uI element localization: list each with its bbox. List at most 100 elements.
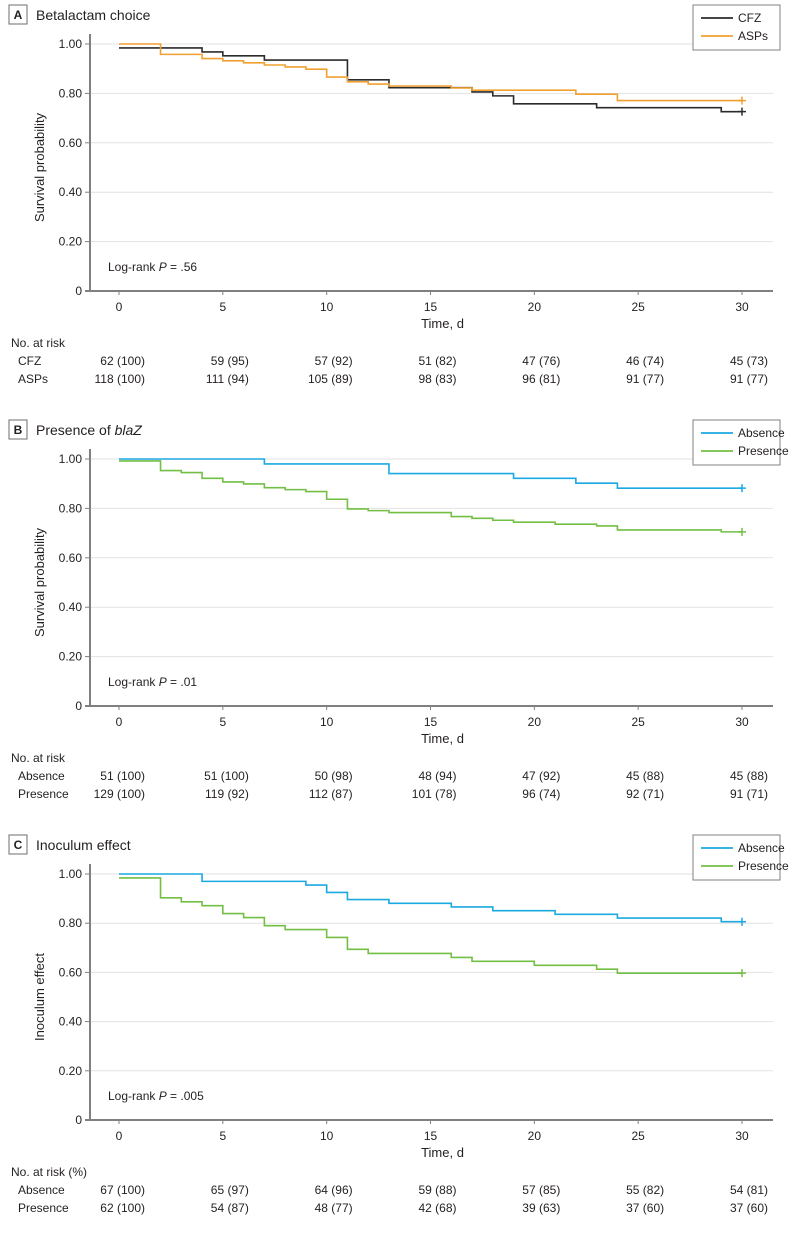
risk-cell: 39 (63) [522, 1201, 560, 1215]
risk-table-header: No. at risk [11, 751, 66, 765]
panel-letter: B [14, 423, 23, 437]
risk-cell: 57 (92) [315, 354, 353, 368]
legend [692, 419, 781, 466]
risk-row-label: Presence [18, 1201, 69, 1215]
x-tick-label: 30 [735, 715, 749, 729]
risk-cell: 112 (87) [309, 787, 353, 801]
risk-cell: 119 (92) [205, 787, 249, 801]
censor-mark [738, 917, 746, 926]
risk-cell: 50 (98) [315, 769, 353, 783]
log-rank-annotation: Log-rank P = .01 [108, 675, 197, 689]
risk-cell: 92 (71) [626, 787, 664, 801]
km-curve-presence [119, 877, 742, 974]
risk-cell: 51 (100) [204, 769, 249, 783]
x-tick-label: 0 [116, 715, 123, 729]
risk-cell: 54 (87) [211, 1201, 249, 1215]
y-tick-label: 1.00 [59, 37, 83, 51]
risk-cell: 91 (77) [730, 372, 768, 386]
log-rank-p: P [159, 260, 167, 274]
y-axis-title: Survival probability [32, 527, 47, 637]
risk-cell: 62 (100) [100, 1201, 145, 1215]
x-axis-title: Time, d [421, 1145, 464, 1160]
y-tick-label: 0.40 [59, 600, 83, 614]
risk-row-label: ASPs [18, 372, 48, 386]
y-tick-label: 0 [75, 1113, 82, 1127]
panel-letter: A [14, 8, 23, 22]
risk-cell: 57 (85) [522, 1183, 560, 1197]
legend-label-absence: Absence [738, 841, 785, 855]
panel-title-italic: blaZ [115, 422, 143, 438]
risk-cell: 51 (82) [418, 354, 456, 368]
x-tick-label: 5 [219, 715, 226, 729]
risk-cell: 91 (77) [626, 372, 664, 386]
y-tick-label: 0.60 [59, 965, 83, 979]
x-tick-label: 0 [116, 1129, 123, 1143]
x-tick-label: 25 [631, 1129, 645, 1143]
risk-cell: 64 (96) [315, 1183, 353, 1197]
risk-cell: 62 (100) [100, 354, 145, 368]
censor-mark [738, 96, 746, 105]
risk-cell: 45 (88) [730, 769, 768, 783]
risk-row-label: Absence [18, 769, 65, 783]
risk-cell: 129 (100) [94, 787, 145, 801]
x-tick-label: 5 [219, 1129, 226, 1143]
risk-cell: 96 (81) [522, 372, 560, 386]
risk-cell: 46 (74) [626, 354, 664, 368]
legend-label-cfz: CFZ [738, 11, 761, 25]
log-rank-annotation: Log-rank P = .005 [108, 1089, 204, 1103]
censor-mark [738, 527, 746, 536]
x-tick-label: 30 [735, 1129, 749, 1143]
x-tick-label: 5 [219, 300, 226, 314]
risk-cell: 105 (89) [308, 372, 353, 386]
x-tick-label: 20 [528, 300, 542, 314]
panel-letter-box [8, 4, 28, 25]
risk-cell: 101 (78) [412, 787, 457, 801]
y-tick-label: 0 [75, 699, 82, 713]
x-tick-label: 10 [320, 1129, 334, 1143]
panel-letter-box [8, 834, 28, 855]
km-curve-cfz [119, 47, 742, 113]
y-tick-label: 1.00 [59, 867, 83, 881]
risk-cell: 54 (81) [730, 1183, 768, 1197]
legend [692, 4, 781, 51]
x-axis-title: Time, d [421, 731, 464, 746]
risk-cell: 91 (71) [730, 787, 768, 801]
risk-cell: 45 (73) [730, 354, 768, 368]
risk-cell: 51 (100) [100, 769, 145, 783]
risk-cell: 37 (60) [730, 1201, 768, 1215]
risk-cell: 96 (74) [522, 787, 560, 801]
x-tick-label: 15 [424, 715, 438, 729]
risk-row-label: Absence [18, 1183, 65, 1197]
y-tick-label: 0.40 [59, 185, 83, 199]
risk-row-label: Presence [18, 787, 69, 801]
legend-label-absence: Absence [738, 426, 785, 440]
x-tick-label: 20 [528, 715, 542, 729]
risk-cell: 65 (97) [211, 1183, 249, 1197]
y-axis-title: Survival probability [32, 112, 47, 222]
y-tick-label: 0.40 [59, 1015, 83, 1029]
risk-table-header: No. at risk [11, 336, 66, 350]
panel-title-text: Betalactam choice [36, 7, 151, 23]
censor-mark [738, 484, 746, 493]
x-tick-label: 10 [320, 715, 334, 729]
risk-cell: 42 (68) [418, 1201, 456, 1215]
y-tick-label: 0.60 [59, 136, 83, 150]
risk-cell: 59 (95) [211, 354, 249, 368]
risk-cell: 37 (60) [626, 1201, 664, 1215]
legend-label-presence: Presence [738, 444, 789, 458]
panel-title: Inoculum effect [36, 837, 131, 853]
legend [692, 834, 781, 881]
risk-cell: 98 (83) [418, 372, 456, 386]
risk-cell: 59 (88) [418, 1183, 456, 1197]
y-axis-title: Inoculum effect [32, 953, 47, 1041]
panel-title: Betalactam choice [36, 7, 151, 23]
x-tick-label: 10 [320, 300, 334, 314]
y-tick-label: 0 [75, 284, 82, 298]
log-rank-p: P [159, 675, 167, 689]
risk-cell: 48 (94) [418, 769, 456, 783]
x-tick-label: 25 [631, 715, 645, 729]
km-curve-absence [119, 458, 742, 489]
km-curve-asps [119, 43, 742, 102]
x-axis-title: Time, d [421, 316, 464, 331]
censor-mark [738, 107, 746, 116]
